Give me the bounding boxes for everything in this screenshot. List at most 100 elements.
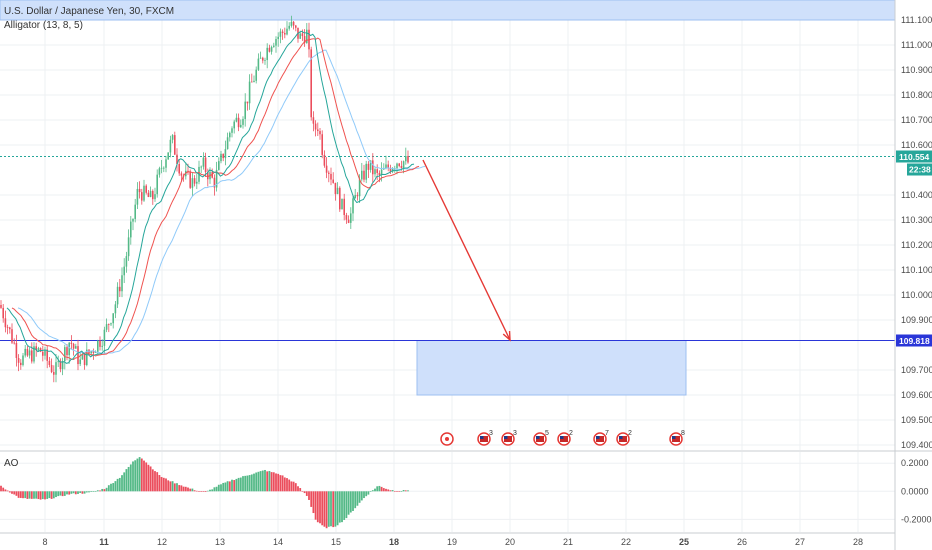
- ao-bar: [301, 490, 304, 492]
- ao-bar: [380, 486, 383, 492]
- current-price-value: 110.554: [899, 152, 930, 162]
- ao-bar: [96, 490, 99, 492]
- ao-bar: [259, 471, 262, 492]
- ao-bar: [103, 489, 106, 492]
- chart-title: U.S. Dollar / Japanese Yen, 30, FXCM: [4, 6, 174, 17]
- ao-bar: [57, 491, 60, 497]
- ao-bar: [354, 491, 357, 509]
- candle-body: [28, 350, 31, 356]
- ao-bar: [242, 476, 244, 492]
- candle-body: [15, 342, 18, 358]
- candle-body: [213, 177, 216, 188]
- ao-bar: [330, 491, 332, 527]
- event-count: 5: [545, 430, 549, 437]
- candle-body: [387, 164, 389, 168]
- ao-bar: [182, 486, 185, 492]
- ao-bar: [125, 469, 128, 492]
- candle-body: [402, 161, 405, 168]
- candle-body: [303, 36, 306, 44]
- price-tick-label: 109.500: [901, 415, 932, 425]
- candle-body: [132, 218, 134, 222]
- forecast-arrow: [422, 159, 511, 341]
- ao-bar: [176, 483, 178, 492]
- ao-bar: [132, 461, 134, 492]
- event-count: 2: [569, 430, 573, 437]
- us-flag-icon: [480, 436, 488, 442]
- ao-bar: [193, 490, 196, 492]
- candle-body: [57, 361, 59, 363]
- us-flag-canton: [619, 436, 623, 439]
- time-tick-label: 27: [795, 537, 805, 547]
- ao-bar: [158, 475, 161, 492]
- ao-bar: [162, 477, 165, 492]
- candle-body: [312, 117, 315, 124]
- candle-body: [246, 101, 249, 104]
- ao-bar: [246, 475, 249, 492]
- ao-bar: [134, 460, 137, 492]
- candle-body: [253, 80, 255, 82]
- candle-body: [407, 155, 409, 163]
- ao-bar: [46, 491, 49, 499]
- candle-body: [398, 163, 400, 166]
- candle-body: [121, 275, 123, 292]
- target-price-value: 109.818: [899, 336, 930, 346]
- ao-bar: [220, 484, 222, 492]
- ao-bar: [283, 477, 286, 492]
- forecast-arrowhead: [502, 330, 511, 342]
- ao-bar: [347, 491, 350, 515]
- grid: [0, 0, 895, 532]
- ao-bar: [389, 490, 392, 492]
- ao-bar: [171, 481, 174, 492]
- price-tick-label: 110.600: [901, 140, 932, 150]
- candle-body: [319, 131, 321, 135]
- candle-body: [77, 346, 79, 365]
- candle-body: [268, 47, 271, 52]
- candle-body: [108, 324, 110, 325]
- ao-bar: [41, 491, 44, 500]
- ao-bar: [217, 484, 220, 492]
- us-flag-canton: [504, 436, 508, 439]
- ao-bar: [107, 485, 110, 492]
- candle-body: [383, 168, 385, 170]
- ao-bar: [151, 469, 154, 492]
- countdown-value: 22:38: [909, 165, 931, 175]
- candle-body: [310, 49, 312, 118]
- candle-body: [389, 167, 392, 172]
- event-count: 2: [628, 430, 632, 437]
- ao-bar: [279, 475, 282, 492]
- candle-body: [286, 28, 288, 35]
- ao-bar: [92, 491, 95, 492]
- ao-bar: [55, 491, 57, 498]
- ao-bar: [213, 487, 216, 492]
- candle-body: [378, 172, 381, 176]
- candle-body: [174, 135, 176, 155]
- ao-bar: [8, 491, 11, 493]
- candle-body: [187, 170, 189, 172]
- candle-body: [50, 364, 53, 373]
- candle-body: [358, 179, 361, 197]
- candle-body: [367, 163, 370, 170]
- candle-body: [24, 348, 26, 356]
- current-price-tag: [896, 150, 932, 163]
- candle-body: [396, 163, 398, 169]
- alligator-jaw: [17, 49, 426, 354]
- event-count: 3: [513, 430, 517, 437]
- candle-body: [299, 33, 301, 39]
- ao-bar: [118, 477, 121, 492]
- event-count: 7: [605, 430, 609, 437]
- candle-body: [391, 168, 394, 172]
- candle-body: [22, 355, 24, 366]
- us-flag-canton: [596, 436, 600, 439]
- ao-label: AO: [4, 458, 19, 469]
- ao-bar: [191, 488, 194, 492]
- ao-bar: [312, 491, 315, 514]
- us-flag-canton: [672, 436, 676, 439]
- ao-bar: [292, 481, 295, 492]
- candle-body: [202, 157, 205, 167]
- ao-bar: [105, 487, 108, 492]
- ao-bar: [200, 491, 203, 492]
- ao-bar: [180, 485, 183, 492]
- ao-bar: [101, 488, 104, 492]
- ao-bar: [112, 483, 115, 492]
